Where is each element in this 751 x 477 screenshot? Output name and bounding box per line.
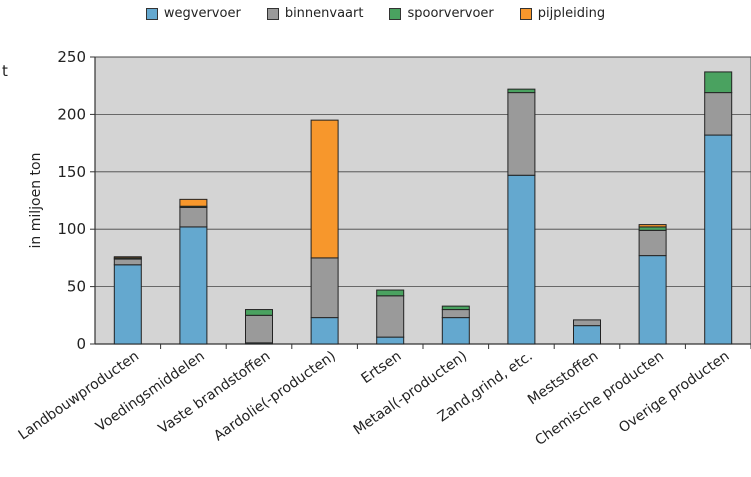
bar-binnenvaart-8 <box>638 229 667 257</box>
bar-wegvervoer-1 <box>179 226 208 345</box>
bar-binnenvaart-6 <box>507 92 536 176</box>
bar-binnenvaart-5 <box>441 309 470 319</box>
legend-swatch <box>145 7 158 20</box>
x-tick-label: Aardolie(-producten) <box>211 348 339 444</box>
y-tick-label: 150 <box>57 163 86 181</box>
bar-wegvervoer-7 <box>573 325 601 345</box>
bar-spoorvervoer-9 <box>704 71 733 94</box>
bar-wegvervoer-0 <box>113 264 142 345</box>
bar-binnenvaart-3 <box>310 257 339 319</box>
bar-pijpleiding-0 <box>113 256 142 259</box>
y-tick-label: 0 <box>76 335 86 353</box>
legend-label: wegvervoer <box>163 6 241 21</box>
x-tick-label: Vaste brandstoffen <box>156 348 274 437</box>
bar-binnenvaart-4 <box>376 295 405 338</box>
y-axis-label: in miljoen ton <box>28 153 44 249</box>
bar-wegvervoer-5 <box>441 317 470 345</box>
bar-wegvervoer-9 <box>704 134 733 345</box>
x-tick-label: Landbouwproducten <box>16 348 143 443</box>
bar-binnenvaart-1 <box>179 206 208 228</box>
bar-spoorvervoer-5 <box>441 305 470 311</box>
legend-swatch <box>266 7 279 20</box>
bar-spoorvervoer-6 <box>507 88 536 94</box>
y-tick-label: 100 <box>57 220 86 238</box>
legend-item-wegvervoer: wegvervoer <box>145 6 241 21</box>
legend-item-pijpleiding: pijpleiding <box>519 6 606 21</box>
x-tick-label: Ertsen <box>359 348 405 387</box>
bar-pijpleiding-1 <box>179 198 208 207</box>
bar-spoorvervoer-4 <box>376 289 405 297</box>
bar-spoorvervoer-8 <box>638 226 667 231</box>
legend-label: pijpleiding <box>537 6 606 21</box>
y-tick-label: 250 <box>57 48 86 66</box>
bar-binnenvaart-9 <box>704 92 733 136</box>
x-tick-label: Metaal(-producten) <box>351 348 470 438</box>
bar-wegvervoer-6 <box>507 174 536 345</box>
legend-item-spoorvervoer: spoorvervoer <box>389 6 494 21</box>
legend-item-binnenvaart: binnenvaart <box>266 6 364 21</box>
bar-wegvervoer-8 <box>638 255 667 345</box>
bar-wegvervoer-4 <box>376 336 405 345</box>
stray-letter: t <box>2 62 8 80</box>
bar-binnenvaart-0 <box>113 258 142 266</box>
y-tick-label: 50 <box>67 278 86 296</box>
bar-pijpleiding-8 <box>638 224 667 228</box>
legend-label: binnenvaart <box>284 6 364 21</box>
legend: wegvervoer binnenvaart spoorvervoer pijplei… <box>0 6 751 21</box>
x-tick-label: Voedingsmiddelen <box>93 348 208 435</box>
legend-swatch <box>519 7 532 20</box>
x-tick-label: Chemische producten <box>532 348 667 449</box>
x-tick-label: Overige producten <box>616 348 732 436</box>
bar-spoorvervoer-2 <box>245 309 273 316</box>
bar-binnenvaart-7 <box>573 319 601 327</box>
legend-label: spoorvervoer <box>407 6 494 21</box>
bar-wegvervoer-3 <box>310 317 339 345</box>
bar-pijpleiding-3 <box>310 119 339 259</box>
bar-binnenvaart-2 <box>245 314 273 344</box>
legend-swatch <box>389 7 402 20</box>
y-tick-label: 200 <box>57 105 86 123</box>
